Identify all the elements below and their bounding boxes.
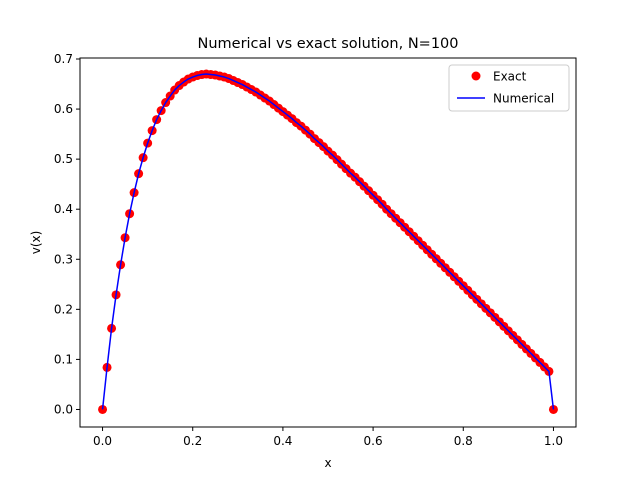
y-tick-label: 0.1 <box>54 352 73 366</box>
x-tick-label: 0.6 <box>364 434 383 448</box>
x-tick-label: 0.2 <box>183 434 202 448</box>
x-tick-label: 0.8 <box>454 434 473 448</box>
y-axis: 0.0 0.1 0.2 0.3 0.4 0.5 0.6 0.7 <box>54 52 80 416</box>
y-tick-label: 0.4 <box>54 202 73 216</box>
numerical-line <box>101 73 555 410</box>
x-axis: 0.0 0.2 0.4 0.6 0.8 1.0 <box>93 427 563 448</box>
legend: Exact Numerical <box>448 64 570 112</box>
x-tick-label: 1.0 <box>544 434 563 448</box>
y-tick-label: 0.2 <box>54 302 73 316</box>
legend-numerical-label: Numerical <box>493 92 554 106</box>
y-tick-label: 0.6 <box>54 102 73 116</box>
y-tick-label: 0.5 <box>54 152 73 166</box>
legend-exact-marker <box>471 71 481 81</box>
series-layer <box>98 69 558 414</box>
x-tick-label: 0.4 <box>273 434 292 448</box>
x-tick-label: 0.0 <box>93 434 112 448</box>
plot-area <box>79 57 577 428</box>
axes-frame <box>79 57 577 428</box>
y-axis-label: v(x) <box>29 231 43 255</box>
x-axis-label: x <box>324 456 331 470</box>
y-tick-label: 0.3 <box>54 252 73 266</box>
legend-exact-label: Exact <box>493 70 527 84</box>
chart-title: Numerical vs exact solution, N=100 <box>197 36 458 52</box>
y-tick-label: 0.7 <box>54 52 73 66</box>
y-tick-label: 0.0 <box>54 402 73 416</box>
